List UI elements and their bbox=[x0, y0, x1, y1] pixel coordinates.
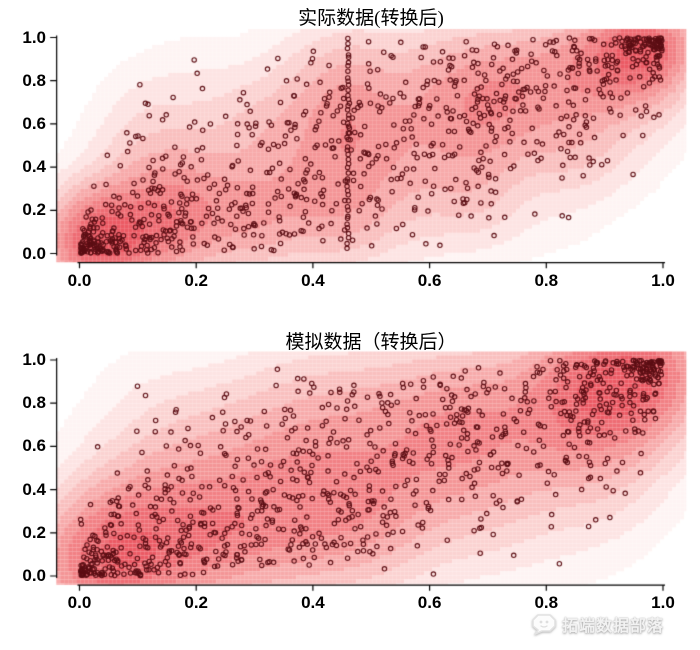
x-tick-label: 0.8 bbox=[534, 271, 559, 290]
y-tick-label: 0.4 bbox=[22, 157, 46, 177]
x-tick-label: 0.2 bbox=[184, 271, 208, 290]
tecdat-bubble-logo-icon bbox=[532, 614, 556, 635]
y-tick-label: 0.8 bbox=[22, 70, 46, 90]
y-tick-label: 0.2 bbox=[22, 200, 46, 220]
x-tick-label: 0.8 bbox=[534, 593, 559, 612]
y-tick-label: 1.0 bbox=[22, 350, 46, 369]
y-tick-label: 0.4 bbox=[22, 479, 46, 499]
y-tick-label: 0.2 bbox=[22, 522, 46, 542]
y-tick-label: 0.6 bbox=[22, 113, 46, 133]
actual-data-scatter-plot bbox=[0, 0, 700, 300]
y-tick-label: 0.6 bbox=[22, 436, 46, 456]
y-tick-label: 0.0 bbox=[22, 243, 46, 263]
x-tick-label: 0.4 bbox=[301, 593, 325, 612]
x-tick-label: 0.0 bbox=[67, 593, 92, 612]
simulated-data-scatter-plot bbox=[0, 300, 700, 650]
x-tick-label: 0.6 bbox=[417, 271, 442, 290]
watermark-text: 拓端数据部落 bbox=[562, 618, 665, 635]
x-tick-label: 0.4 bbox=[301, 271, 325, 290]
watermark: 拓端数据部落 bbox=[531, 612, 664, 636]
x-tick-label: 1.0 bbox=[651, 593, 675, 612]
x-tick-label: 0.0 bbox=[67, 271, 92, 290]
x-tick-label: 1.0 bbox=[651, 271, 675, 290]
y-tick-label: 1.0 bbox=[22, 27, 46, 47]
x-tick-label: 0.2 bbox=[184, 593, 208, 612]
x-tick-label: 0.6 bbox=[417, 593, 442, 612]
y-tick-label: 0.0 bbox=[22, 566, 46, 585]
y-tick-label: 0.8 bbox=[22, 393, 46, 413]
